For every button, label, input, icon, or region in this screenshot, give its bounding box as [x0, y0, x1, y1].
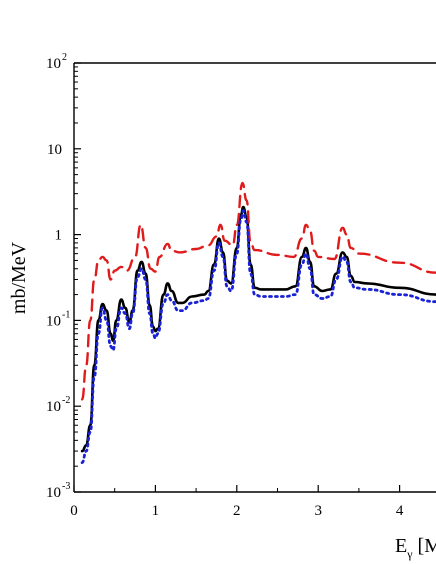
x-tick-label: 3	[314, 503, 322, 519]
y-tick-label: 10	[46, 399, 61, 415]
x-tick-label: 1	[152, 503, 160, 519]
y-axis-label: mb/MeV	[8, 241, 30, 314]
x-axis-label-sub: γ	[406, 547, 413, 561]
y-tick-label: 10	[46, 485, 61, 501]
x-tick-label: 0	[70, 503, 78, 519]
x-axis-label: Eγ [M	[395, 535, 436, 561]
x-axis-label-base: E	[395, 535, 407, 557]
y-tick-label: 10	[47, 142, 62, 158]
series-group	[80, 181, 436, 464]
y-tick-label: 10	[46, 313, 61, 329]
y-tick-label: 1	[55, 228, 63, 244]
y-tick-exponent: -3	[62, 481, 70, 492]
series-line-dashed	[80, 181, 436, 401]
y-tick-exponent: -1	[62, 309, 70, 320]
axes	[73, 62, 436, 493]
x-tick-label: 2	[233, 503, 241, 519]
x-axis-label-rest: [M	[413, 535, 436, 557]
y-tick-label: 10	[46, 56, 61, 72]
y-tick-exponent: -2	[62, 395, 70, 406]
x-tick-label: 4	[396, 503, 404, 519]
y-tick-exponent: 2	[62, 52, 67, 63]
series-line-dotted	[80, 209, 436, 464]
series-line-solid	[80, 205, 436, 453]
ticks	[73, 62, 401, 493]
